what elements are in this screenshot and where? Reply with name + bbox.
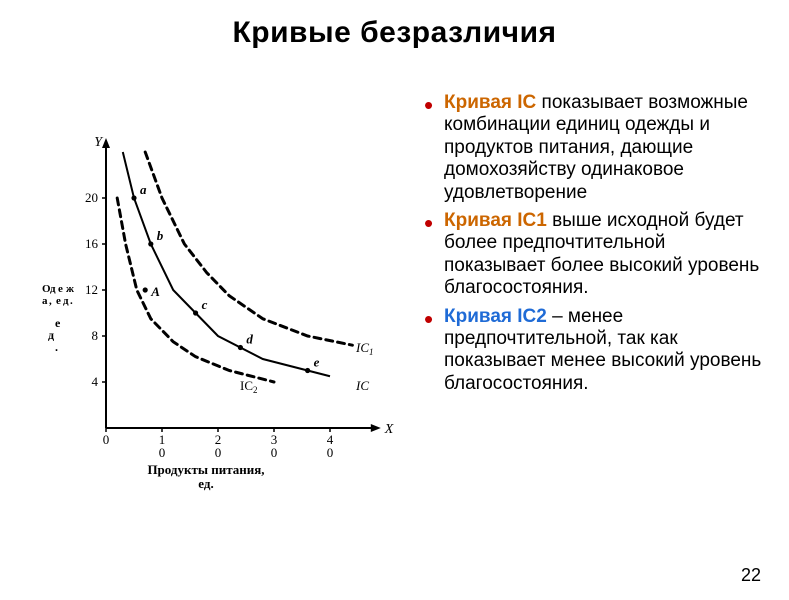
bullet-list: Кривая IC показывает возможные комбинаци… [420,92,770,401]
indifference-chart: YX48121620010203040ICIC1IC2abcdeАПродукт… [40,132,410,492]
svg-text:X: X [384,422,394,437]
svg-text:c: c [202,297,208,312]
svg-text:А: А [150,284,160,299]
bullet-term: Кривая IC [444,92,536,113]
svg-text:4: 4 [92,374,99,389]
svg-text:IC2: IC2 [240,378,258,395]
svg-text:b: b [157,228,164,243]
svg-text:0: 0 [271,445,278,460]
svg-text:ед.: ед. [198,476,213,491]
svg-text:.: . [55,340,58,354]
svg-text:IC: IC [355,378,369,393]
page-title: Кривые безразличия [0,16,789,50]
svg-text:ж: ж [66,283,74,295]
bullet-item: Кривая IC2 – менее предпочтительной, так… [420,306,770,396]
svg-text:е: е [55,316,61,330]
bullet-term: Кривая IC2 [444,306,547,327]
svg-text:0: 0 [327,445,334,460]
svg-text:,: , [49,295,52,307]
svg-text:IC1: IC1 [355,340,374,357]
bullet-item: Кривая IC показывает возможные комбинаци… [420,92,770,204]
svg-text:е: е [56,295,61,307]
svg-text:0: 0 [215,445,222,460]
svg-text:0: 0 [159,445,166,460]
svg-text:e: e [314,355,320,370]
bullet-item: Кривая IC1 выше исходной будет более пре… [420,210,770,300]
svg-text:е: е [58,283,63,295]
svg-text:д: д [50,283,56,295]
svg-text:d: d [246,332,253,347]
svg-text:0: 0 [103,432,110,447]
svg-text:а: а [42,295,48,307]
svg-text:.: . [70,295,73,307]
svg-text:д: д [63,295,69,307]
svg-text:20: 20 [85,190,98,205]
svg-text:д: д [48,328,54,342]
bullet-term: Кривая IC1 [444,210,547,231]
svg-text:8: 8 [92,328,99,343]
svg-text:12: 12 [85,282,98,297]
page-number: 22 [741,565,761,586]
svg-text:a: a [140,182,147,197]
svg-text:Продукты питания,: Продукты питания, [147,462,264,477]
svg-text:16: 16 [85,236,99,251]
